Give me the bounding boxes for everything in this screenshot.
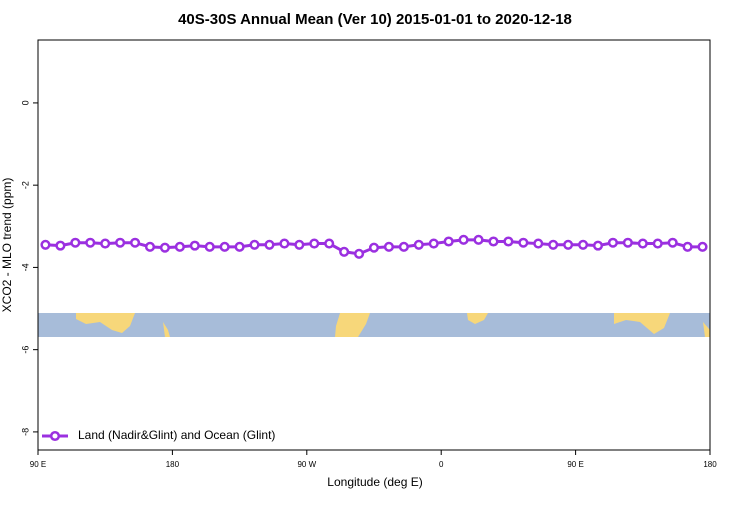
x-axis-label: Longitude (deg E) [327,475,422,489]
point [488,236,499,247]
point [637,238,648,249]
map-strip [38,313,710,337]
point [473,234,484,245]
point [592,240,604,251]
point [294,239,305,250]
point [443,236,454,247]
point [428,238,439,249]
legend-label: Land (Nadir&Glint) and Ocean (Glint) [78,428,275,442]
point [115,237,126,248]
point [607,237,618,248]
point [85,237,96,248]
point [144,241,156,252]
point [174,241,185,252]
point [383,241,394,252]
point [309,238,320,249]
point [219,241,230,252]
point [578,239,589,250]
x-tick-label: 180 [703,460,717,469]
y-tick-label: -2 [20,181,30,189]
point [234,241,245,252]
point [533,238,544,249]
point [189,240,200,251]
point [55,240,66,251]
legend-marker [49,430,61,442]
point [368,242,380,253]
point [563,239,574,250]
point [518,237,529,248]
point [682,241,693,252]
x-tick-label: 90 W [297,460,316,469]
point [40,239,51,250]
point [458,234,469,245]
x-tick-label: 180 [166,460,180,469]
point [70,237,81,248]
y-tick-label: -8 [20,428,30,436]
y-axis-label: XCO2 - MLO trend (ppm) [0,178,14,313]
point [279,238,290,249]
point [159,242,170,253]
point [324,238,335,249]
y-tick-label: 0 [20,100,30,105]
x-tick-label: 0 [439,460,444,469]
plot-frame [37,39,711,451]
point [652,238,663,249]
point [548,239,559,250]
point [130,237,141,248]
point [249,239,260,250]
x-tick-label: 90 E [30,460,46,469]
point [697,241,708,252]
chart-title: 40S-30S Annual Mean (Ver 10) 2015-01-01 … [178,11,572,28]
point [264,239,275,250]
point [354,248,365,259]
point [413,239,424,250]
point [204,241,215,252]
point [622,237,633,248]
point [100,238,111,249]
point [398,241,409,252]
legend: Land (Nadir&Glint) and Ocean (Glint) [42,428,275,442]
x-tick-label: 90 E [567,460,583,469]
y-tick-label: -4 [20,263,30,271]
point [667,237,678,248]
y-tick-label: -6 [20,346,30,354]
point [339,246,350,257]
point [503,236,514,247]
